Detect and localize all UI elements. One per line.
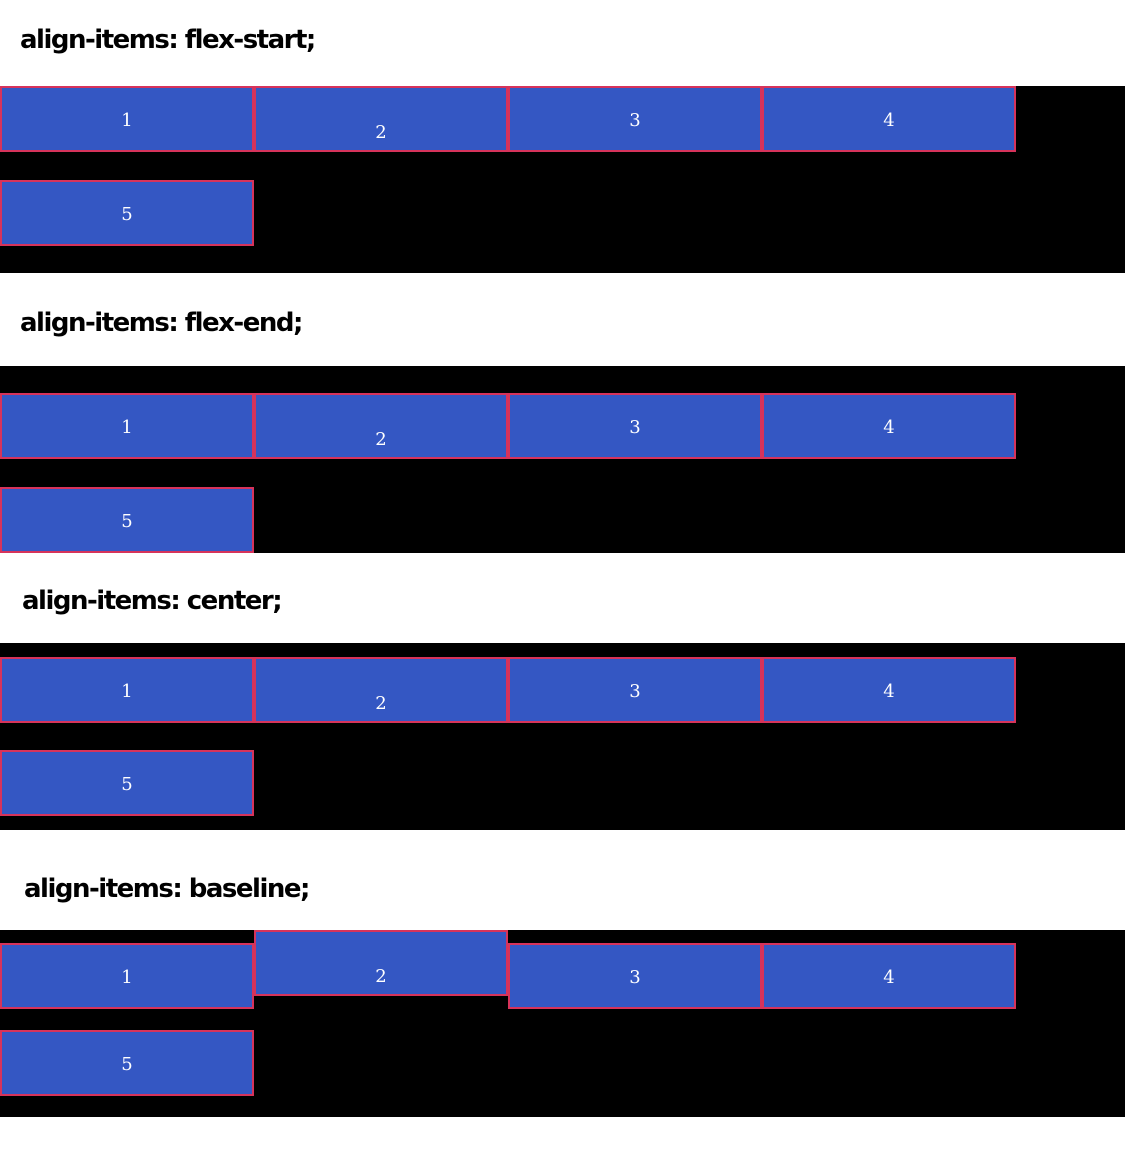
flex-item-4: 4 <box>762 393 1016 459</box>
flex-container-center: 1 2 3 4 5 <box>0 643 1125 830</box>
section-heading-baseline: align-items: baseline; <box>24 874 310 904</box>
flex-item-label: 4 <box>883 967 895 988</box>
flex-item-label: 3 <box>629 967 641 988</box>
flex-item-1: 1 <box>0 943 254 1009</box>
flex-item-1: 1 <box>0 393 254 459</box>
flex-item-5: 5 <box>0 1030 254 1096</box>
flex-item-3: 3 <box>508 943 762 1009</box>
section-heading-flex-end: align-items: flex-end; <box>20 308 303 338</box>
flex-item-5: 5 <box>0 750 254 816</box>
flex-item-label: 4 <box>883 110 895 131</box>
flex-item-4: 4 <box>762 943 1016 1009</box>
flex-container-baseline: 1 2 3 4 5 <box>0 930 1125 1117</box>
flex-item-2: 2 <box>254 86 508 152</box>
flex-item-1: 1 <box>0 657 254 723</box>
flex-item-3: 3 <box>508 393 762 459</box>
flex-item-label: 3 <box>629 681 641 702</box>
flex-item-label: 5 <box>121 774 133 795</box>
flex-item-label: 4 <box>883 417 895 438</box>
flex-item-2: 2 <box>254 930 508 996</box>
flex-item-label: 1 <box>121 417 133 438</box>
flex-item-label: 1 <box>121 681 133 702</box>
section-heading-flex-start: align-items: flex-start; <box>20 25 316 55</box>
flex-item-label: 2 <box>375 966 387 987</box>
flex-item-3: 3 <box>508 657 762 723</box>
flex-item-label: 3 <box>629 417 641 438</box>
flex-item-label: 2 <box>375 122 387 143</box>
flex-item-5: 5 <box>0 487 254 553</box>
flex-item-label: 5 <box>121 1054 133 1075</box>
section-heading-center: align-items: center; <box>22 586 283 616</box>
flex-item-label: 2 <box>375 429 387 450</box>
flex-item-2: 2 <box>254 393 508 459</box>
flex-item-3: 3 <box>508 86 762 152</box>
flex-item-1: 1 <box>0 86 254 152</box>
flex-item-4: 4 <box>762 86 1016 152</box>
flex-item-2: 2 <box>254 657 508 723</box>
flex-item-label: 4 <box>883 681 895 702</box>
flex-item-label: 5 <box>121 511 133 532</box>
flex-item-label: 1 <box>121 967 133 988</box>
flex-item-5: 5 <box>0 180 254 246</box>
flex-container-flex-end: 1 2 3 4 5 <box>0 366 1125 553</box>
flex-item-label: 1 <box>121 110 133 131</box>
flex-item-label: 5 <box>121 204 133 225</box>
flex-item-4: 4 <box>762 657 1016 723</box>
flex-item-label: 3 <box>629 110 641 131</box>
flex-item-label: 2 <box>375 693 387 714</box>
flex-container-flex-start: 1 2 3 4 5 <box>0 86 1125 273</box>
